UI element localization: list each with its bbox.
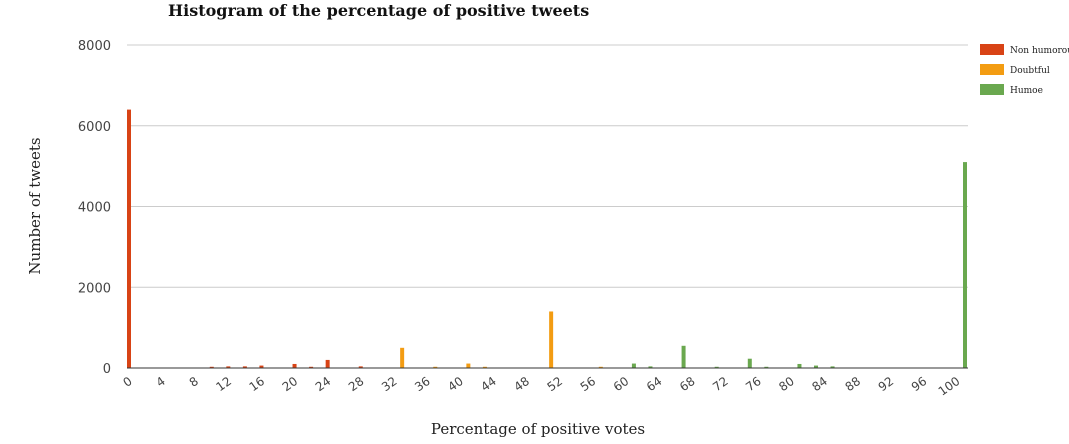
bar-humoe-83 (814, 365, 819, 368)
x-tick-label: 100 (936, 374, 963, 399)
bar-humoe-81 (797, 363, 802, 368)
x-tick-label: 8 (187, 374, 201, 390)
bars (127, 109, 967, 368)
x-tick-label: 32 (379, 374, 400, 394)
y-tick-label: 4000 (78, 201, 111, 216)
x-tick-label: 12 (213, 374, 234, 394)
x-tick-label: 16 (247, 374, 268, 394)
x-tick-label: 0 (120, 374, 134, 390)
y-tick-label: 6000 (78, 120, 111, 135)
legend-label: Doubtful (1010, 66, 1050, 76)
x-tick-label: 28 (346, 374, 367, 394)
bar-non-humorous-20 (292, 363, 297, 368)
x-tick-label: 88 (843, 374, 864, 394)
bar-doubtful-51 (549, 311, 554, 368)
bar-humoe-75 (747, 358, 752, 368)
bar-non-humorous-0 (127, 109, 131, 368)
x-axis-ticks: 0 4 8 12 16 20 24 28 32 36 40 44 48 52 56 60 64 68 72 76 80 8… (120, 374, 962, 399)
x-tick-label: 76 (743, 374, 764, 394)
bar-doubtful-43 (482, 366, 487, 368)
x-tick-label: 56 (578, 374, 599, 394)
bar-doubtful-57 (598, 366, 603, 368)
bar-non-humorous-12 (226, 366, 231, 368)
x-tick-label: 4 (154, 374, 168, 390)
x-tick-label: 36 (412, 374, 433, 394)
legend-label: Humoe (1010, 86, 1043, 96)
x-tick-label: 80 (776, 374, 797, 394)
legend-swatch (980, 84, 1004, 95)
legend-swatch (980, 64, 1004, 75)
x-tick-label: 72 (710, 374, 731, 394)
x-tick-label: 68 (677, 374, 698, 394)
grid-lines (127, 44, 968, 288)
y-tick-label: 8000 (78, 39, 111, 54)
x-tick-label: 52 (545, 374, 566, 394)
bar-doubtful-33 (400, 347, 405, 368)
y-axis-ticks: 0 2000 4000 6000 8000 (78, 39, 111, 377)
legend: Non humorous Doubtful Humoe (980, 44, 1069, 96)
x-tick-label: 96 (909, 374, 930, 394)
bar-doubtful-37 (433, 366, 438, 368)
bar-humoe-71 (714, 366, 719, 368)
x-tick-label: 84 (809, 374, 830, 394)
legend-label: Non humorous (1010, 46, 1069, 56)
bar-non-humorous-22 (309, 366, 314, 368)
bar-non-humorous-24 (325, 359, 330, 368)
y-tick-label: 0 (103, 362, 111, 377)
x-tick-label: 24 (313, 374, 334, 394)
bar-non-humorous-16 (259, 365, 264, 368)
chart-title: Histogram of the percentage of positive … (168, 1, 589, 20)
y-tick-label: 2000 (78, 281, 111, 296)
bar-non-humorous-10 (209, 366, 214, 368)
y-axis-title: Number of tweets (26, 137, 44, 274)
x-tick-label: 20 (280, 374, 301, 394)
x-tick-label: 44 (478, 374, 499, 394)
bar-humoe-67 (681, 345, 686, 368)
x-tick-label: 92 (876, 374, 897, 394)
x-tick-label: 40 (445, 374, 466, 394)
x-tick-label: 48 (511, 374, 532, 394)
bar-humoe-101 (963, 162, 967, 368)
bar-doubtful-41 (466, 363, 471, 368)
bar-humoe-63 (648, 366, 653, 368)
x-tick-label: 64 (644, 374, 665, 394)
bar-humoe-77 (764, 366, 769, 368)
bar-humoe-85 (830, 366, 835, 368)
bar-humoe-61 (631, 363, 636, 368)
x-axis-title: Percentage of positive votes (431, 420, 645, 438)
legend-swatch (980, 44, 1004, 55)
bar-non-humorous-28 (358, 366, 363, 368)
bar-non-humorous-14 (242, 366, 247, 368)
x-tick-label: 60 (611, 374, 632, 394)
